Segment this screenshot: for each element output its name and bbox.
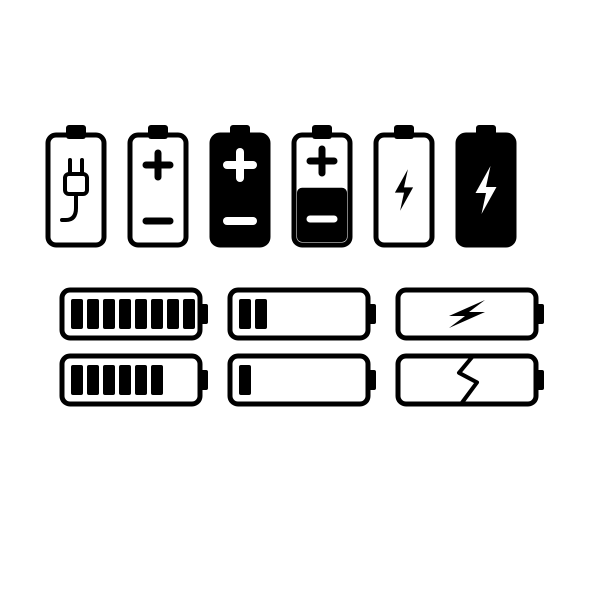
battery-level-critical-icon [230,356,376,404]
battery-charging-horizontal-icon [398,290,544,338]
battery-polarity-filled-icon [212,125,268,245]
battery-charging-outline-icon [376,125,432,245]
battery-polarity-half-icon [294,125,350,245]
battery-level-high-icon [62,356,208,404]
battery-level-full-icon [62,290,208,338]
battery-level-low-icon [230,290,376,338]
battery-plug-icon [48,125,104,245]
battery-charging-filled-icon [458,125,514,245]
battery-broken-icon [398,356,544,404]
battery-polarity-outline-icon [130,125,186,245]
